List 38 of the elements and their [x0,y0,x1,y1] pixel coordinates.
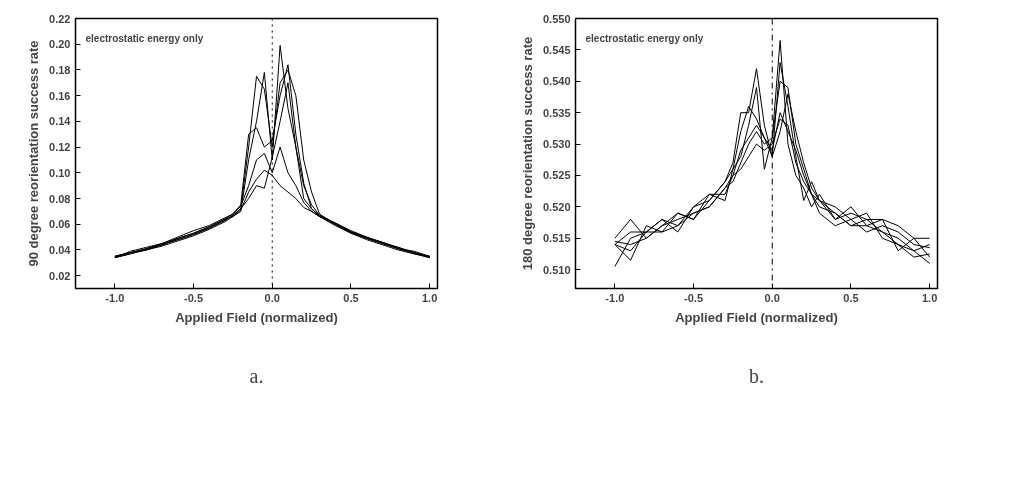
y-axis-title: 180 degree reorientation success rate [519,36,535,271]
y-tick-label: 0.550 [542,12,571,25]
x-axis-title: Applied Field (normalized) [675,309,838,325]
x-tick-label: 1.0 [421,291,438,304]
x-axis-title: Applied Field (normalized) [175,309,338,325]
y-tick-label: 0.525 [542,169,571,182]
y-tick-label: 0.18 [49,63,71,76]
y-tick-label: 0.14 [49,115,72,128]
x-tick-label: 0.5 [843,291,859,304]
x-tick-label: -1.0 [105,291,125,304]
y-tick-label: 0.540 [542,75,571,88]
y-tick-label: 0.520 [542,200,571,213]
x-tick-label: 0.0 [264,291,280,304]
annotation: electrostatic energy only [585,32,704,44]
y-axis-title: 90 degree reorientation success rate [26,40,42,267]
y-tick-label: 0.02 [49,269,71,282]
y-tick-label: 0.04 [49,243,72,256]
y-tick-label: 0.16 [49,89,71,102]
annotation: electrostatic energy only [85,32,204,44]
x-tick-label: 0.5 [343,291,359,304]
y-tick-label: 0.06 [49,218,71,231]
text: a. [249,364,264,387]
text: b. [749,364,764,387]
y-tick-label: 0.10 [49,166,71,179]
x-tick-label: 0.0 [764,291,780,304]
y-tick-label: 0.515 [542,232,571,245]
y-tick-label: 0.12 [49,141,71,154]
x-tick-label: -1.0 [605,291,625,304]
x-tick-label: 1.0 [921,291,938,304]
x-tick-label: -0.5 [184,291,204,304]
y-tick-label: 0.535 [542,106,571,119]
y-tick-label: 0.22 [49,12,71,25]
y-tick-label: 0.530 [542,138,571,151]
y-tick-label: 0.08 [49,192,71,205]
y-tick-label: 0.545 [542,43,571,56]
x-tick-label: -0.5 [684,291,704,304]
y-tick-label: 0.510 [542,263,571,276]
y-tick-label: 0.20 [49,38,71,51]
